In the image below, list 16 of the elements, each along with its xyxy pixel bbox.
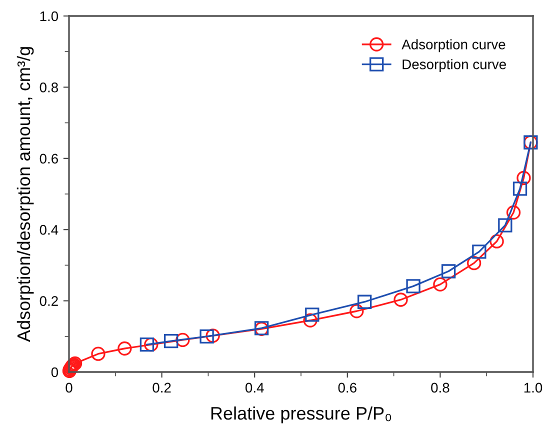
x-tick-label: 0.8 <box>431 382 450 393</box>
x-tick-label: 0.6 <box>338 382 356 393</box>
y-tick-label: 0.2 <box>40 296 58 306</box>
x-axis-title: Relative pressure P/P₀ <box>211 406 392 424</box>
x-tick-label: 0.4 <box>245 382 264 393</box>
y-tick-label: 0 <box>51 367 58 378</box>
x-tick-label: 1.0 <box>524 382 542 393</box>
x-tick-label: 0 <box>66 382 72 393</box>
y-tick-label: 0.8 <box>40 82 58 92</box>
legend-label: Adsorption curve <box>402 39 506 52</box>
y-tick-label: 0.4 <box>40 224 58 235</box>
y-tick-label: 0.6 <box>40 154 58 164</box>
legend-label: Desorption curve <box>402 59 506 72</box>
y-axis-title: Adsorption/desorption amount, cm³/g <box>16 47 34 342</box>
x-tick-label: 0.2 <box>152 382 171 393</box>
y-tick-label: 1.0 <box>40 11 58 22</box>
